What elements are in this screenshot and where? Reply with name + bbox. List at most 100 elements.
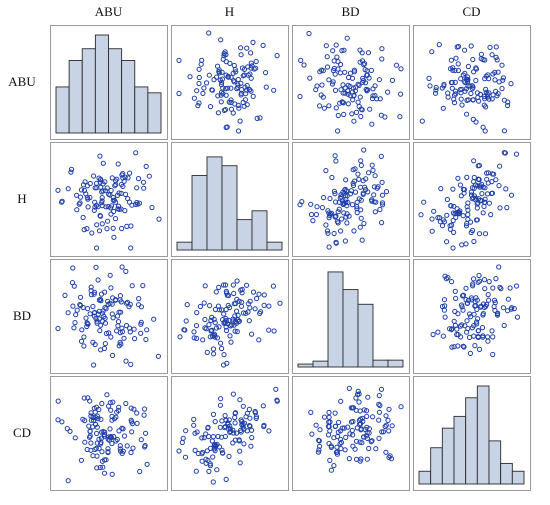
scatter-point	[232, 420, 238, 426]
scatter-point	[99, 318, 106, 324]
scatter-point	[364, 408, 370, 414]
scatter-point	[217, 424, 223, 430]
scatter-point	[383, 449, 389, 455]
scatter-point	[357, 184, 364, 190]
scatter-point	[513, 283, 520, 289]
scatter-point	[85, 395, 91, 401]
scatter-point	[342, 85, 348, 91]
scatter-point	[370, 414, 376, 420]
scatter-point	[356, 82, 362, 89]
scatter-point	[474, 306, 480, 312]
scatter-point	[238, 45, 244, 51]
scatter-point	[99, 200, 105, 206]
scatter-point	[223, 124, 229, 131]
scatter-point	[465, 200, 471, 206]
scatter-point	[362, 61, 368, 67]
scatter-point	[196, 74, 202, 81]
scatter-point	[111, 434, 117, 440]
scatter-point	[221, 107, 227, 114]
scatter-point	[209, 438, 215, 444]
scatter-point	[109, 440, 115, 447]
scatter-point	[435, 329, 441, 335]
scatter-point	[453, 91, 459, 97]
scatter-point	[226, 453, 232, 459]
scatter-point	[193, 323, 200, 329]
scatter-point	[96, 297, 103, 303]
scatter-point	[218, 37, 224, 43]
scatter-point	[491, 304, 497, 310]
scatter-point	[194, 335, 200, 341]
scatter-point	[257, 115, 263, 121]
scatter-point	[94, 453, 100, 459]
scatter-point	[483, 104, 489, 110]
scatter-point	[87, 433, 93, 439]
scatter-point	[334, 449, 340, 455]
scatter-point	[493, 177, 499, 183]
scatter-point	[323, 222, 329, 228]
scatter-point	[180, 435, 186, 441]
scatter-point	[81, 395, 87, 401]
scatter-point	[99, 400, 105, 407]
scatter-point	[71, 325, 77, 331]
scatter-point	[358, 215, 364, 221]
scatter-point	[476, 272, 482, 279]
scatter-point	[196, 66, 202, 72]
scatter-point	[136, 296, 142, 302]
scatter-point	[299, 199, 305, 205]
scatter-point	[418, 212, 424, 218]
scatter-point	[137, 468, 143, 475]
scatter-point	[114, 409, 120, 415]
scatter-point	[64, 426, 70, 432]
scatter-point	[440, 333, 446, 339]
scatter-point	[107, 426, 113, 432]
scatter-point	[182, 454, 189, 460]
scatter-point	[223, 324, 229, 330]
scatter-point	[240, 421, 246, 427]
scatter-point	[313, 422, 319, 428]
scatter-point	[490, 334, 496, 340]
scatter-point	[343, 434, 349, 440]
scatter-point	[81, 334, 87, 340]
scatter-point	[465, 216, 471, 222]
scatter-point	[308, 211, 315, 218]
scatter-point	[223, 476, 229, 482]
scatter-point	[246, 318, 252, 324]
scatter-point	[80, 214, 86, 221]
scatter-point	[201, 85, 207, 91]
scatter-point	[464, 79, 471, 85]
scatter-point	[393, 62, 400, 68]
scatter-point	[181, 327, 187, 333]
scatter-point	[231, 290, 237, 297]
panel-frame	[292, 25, 410, 140]
scatter-point	[335, 66, 341, 72]
panel-frame	[50, 259, 168, 374]
scatter-point	[238, 80, 244, 86]
scatter-point	[134, 420, 140, 426]
scatter-point	[195, 103, 201, 109]
scatter-point	[151, 316, 157, 322]
scatter-point	[226, 417, 232, 423]
scatter-point	[386, 454, 392, 460]
scatter-point	[316, 438, 322, 444]
scatter-point	[271, 87, 277, 93]
scatter-point	[92, 204, 98, 210]
scatter-point	[128, 405, 134, 411]
histogram-bar	[453, 415, 467, 485]
scatter-point	[469, 196, 475, 202]
scatter-point	[55, 187, 61, 193]
scatter-point	[331, 230, 337, 237]
scatter-point	[82, 179, 88, 185]
scatter-point	[482, 231, 489, 237]
scatter-point	[498, 286, 504, 292]
scatter-point	[463, 86, 469, 92]
scatter-point	[133, 150, 139, 156]
scatter-point	[79, 327, 85, 333]
scatter-point	[366, 445, 372, 452]
scatter-point	[230, 282, 236, 288]
scatter-point	[138, 330, 144, 336]
scatter-point	[226, 426, 232, 432]
scatter-point	[105, 446, 111, 452]
panel-abu-h	[171, 25, 289, 140]
scatter-point	[454, 326, 460, 332]
scatter-point	[100, 464, 106, 470]
